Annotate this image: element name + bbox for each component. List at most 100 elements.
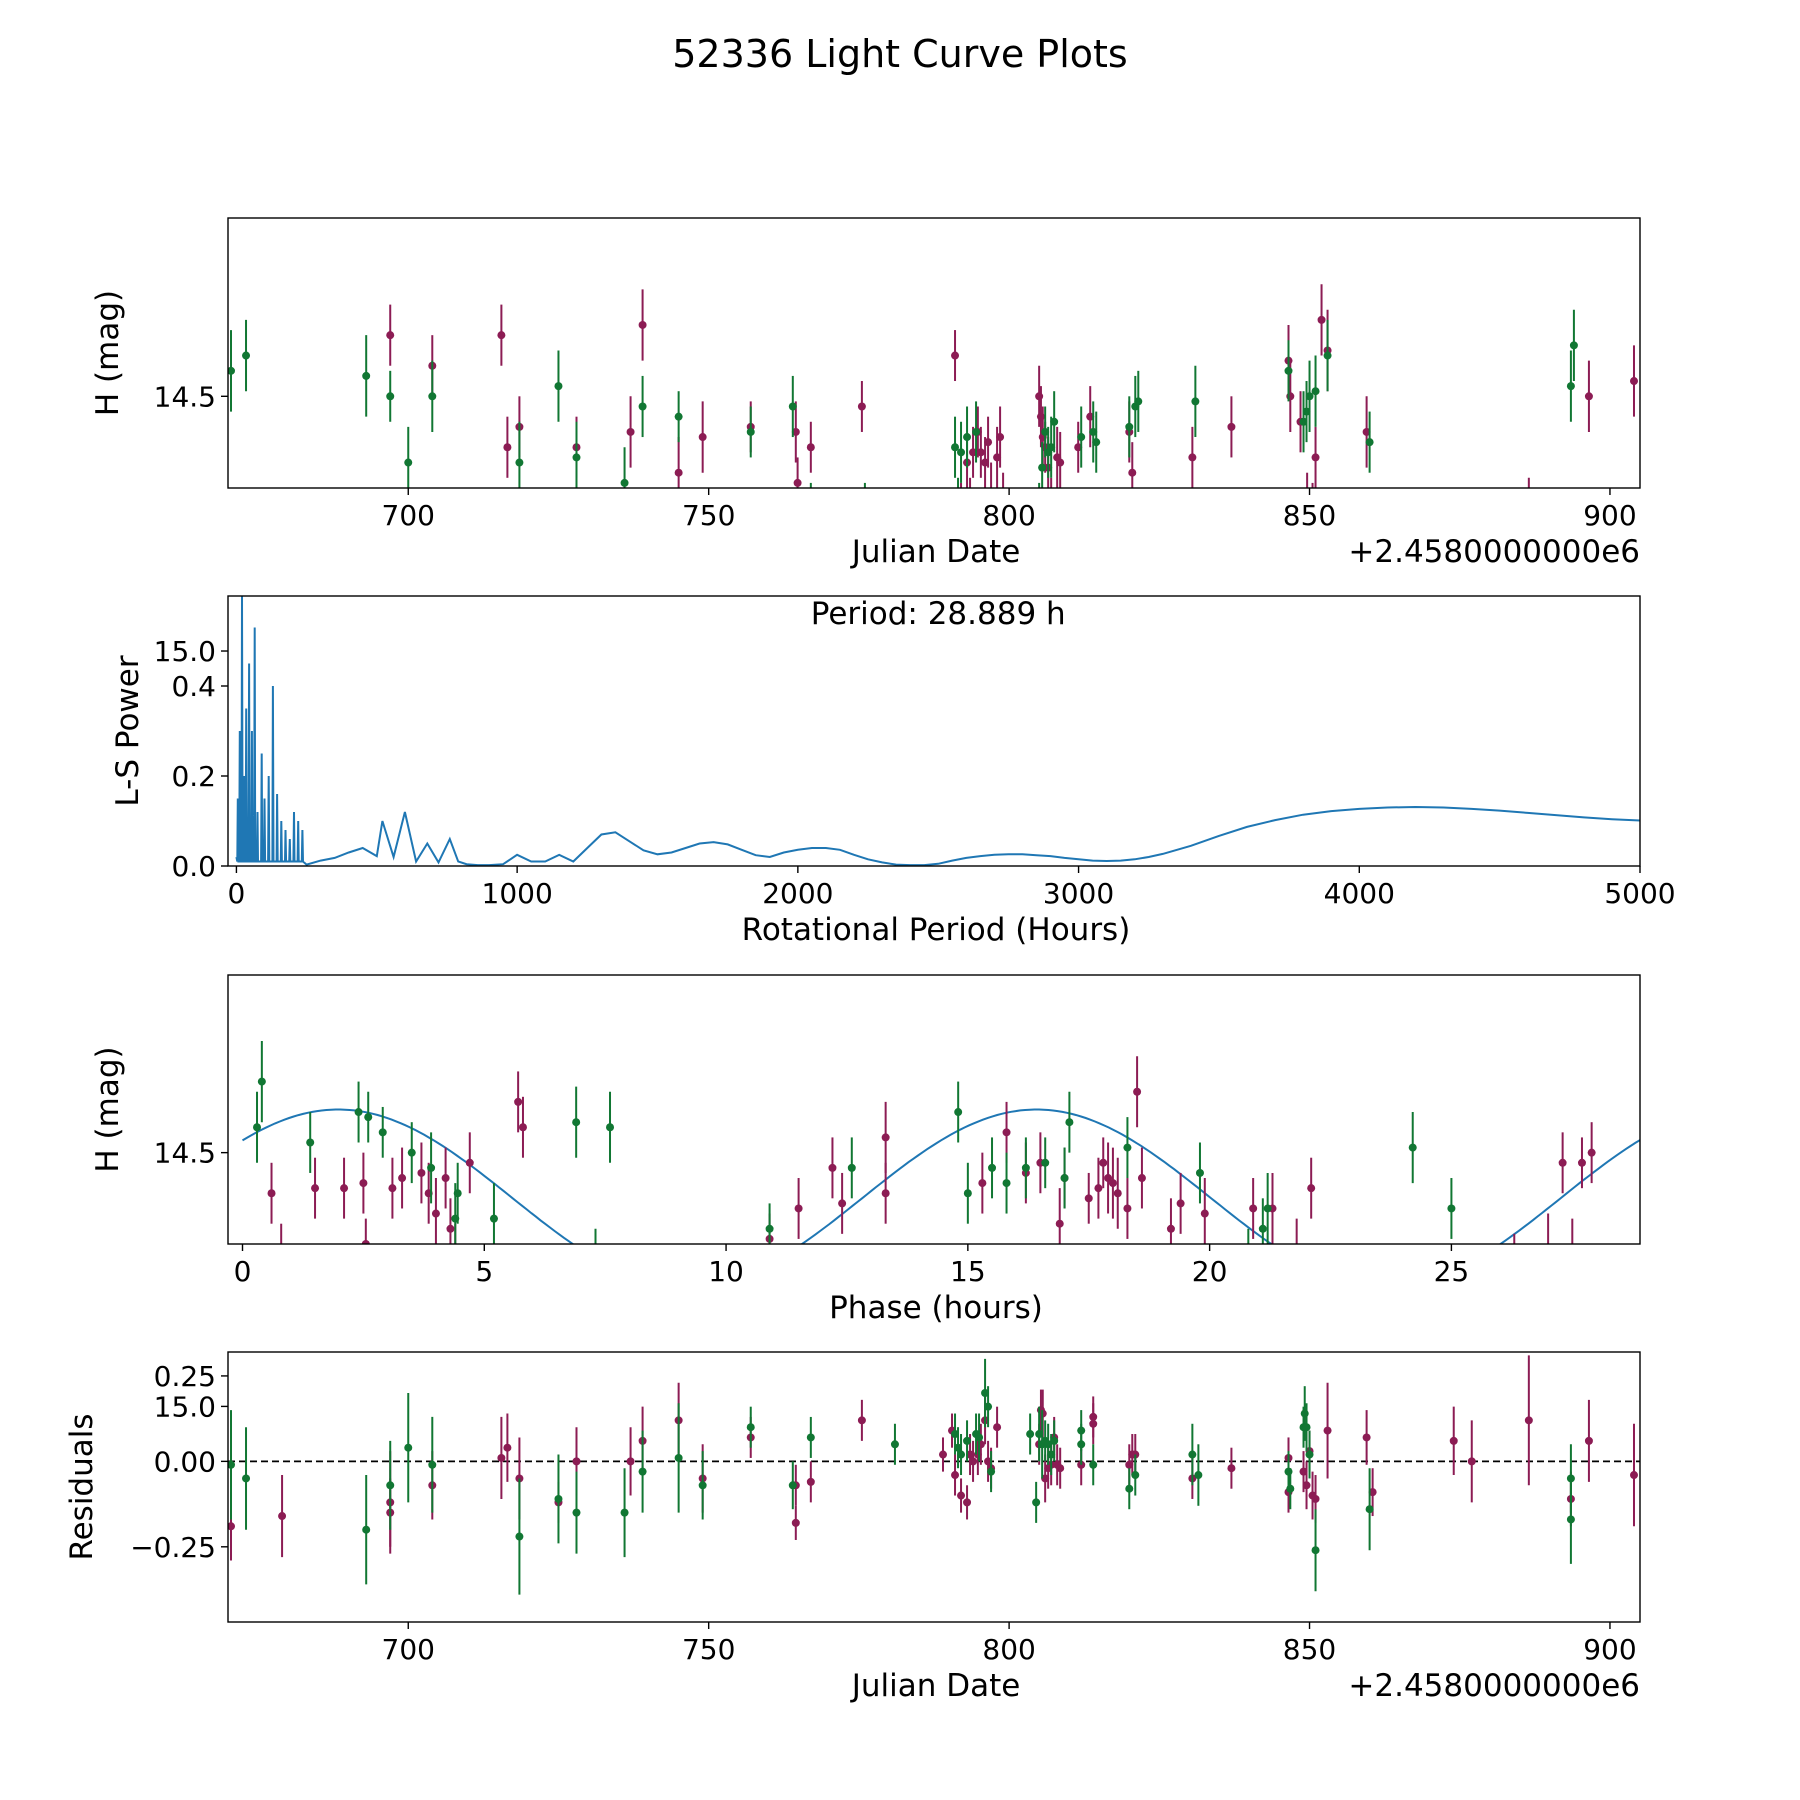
- y-tick-label: 0.4: [171, 670, 216, 703]
- green-point: [572, 453, 581, 462]
- y-tick-label: 15.0: [154, 635, 216, 668]
- green-point: [954, 1443, 963, 1452]
- green-point: [362, 1525, 371, 1534]
- maroon-point: [732, 1311, 740, 1319]
- maroon-point: [1249, 1204, 1258, 1213]
- maroon-point: [1050, 509, 1058, 517]
- maroon-point: [993, 453, 1002, 462]
- maroon-point: [1449, 1436, 1458, 1445]
- green-point: [1134, 397, 1143, 406]
- maroon-point: [572, 1457, 581, 1466]
- maroon-point: [1176, 1199, 1185, 1208]
- x-tick-label: 900: [1583, 499, 1636, 532]
- phase-frame: [227, 974, 1641, 1245]
- green-point: [620, 478, 629, 487]
- offset-text: +2.4580000000e6: [1348, 534, 1640, 570]
- green-point: [1566, 382, 1575, 391]
- green-point: [354, 1108, 363, 1117]
- maroon-point: [1362, 1433, 1371, 1442]
- green-point: [407, 1148, 416, 1157]
- green-point: [404, 1443, 413, 1452]
- maroon-point: [1302, 1286, 1310, 1294]
- maroon-point: [645, 1336, 653, 1344]
- green-point: [861, 504, 869, 512]
- green-point: [954, 499, 962, 507]
- green-point: [1365, 1505, 1374, 1514]
- maroon-point: [1099, 1158, 1108, 1167]
- maroon-point: [984, 1457, 993, 1466]
- x-tick-label: 25: [1434, 1255, 1470, 1288]
- green-point: [1131, 1471, 1140, 1480]
- maroon-point: [451, 1250, 459, 1258]
- maroon-point: [514, 1097, 523, 1106]
- green-point: [981, 1389, 990, 1398]
- panel-phased-curve: 0 5 10 15 20 25 15.0 14.5 Phase (hours) H (mag): [90, 974, 1641, 1423]
- maroon-point: [1510, 1260, 1518, 1268]
- maroon-point: [465, 1158, 474, 1167]
- maroon-point: [1108, 1179, 1117, 1188]
- green-point: [1302, 407, 1311, 416]
- green-point: [1569, 341, 1578, 350]
- green-point: [1408, 1143, 1417, 1152]
- maroon-point: [1356, 1291, 1364, 1299]
- maroon-point: [277, 1245, 285, 1253]
- maroon-point: [1200, 1209, 1209, 1218]
- maroon-point: [1055, 1219, 1064, 1228]
- resid-plot-area: [228, 1355, 1640, 1595]
- maroon-point: [1302, 1481, 1311, 1490]
- green-point: [746, 1423, 755, 1432]
- maroon-point: [969, 1457, 978, 1466]
- maroon-point: [1587, 1148, 1596, 1157]
- maroon-point: [340, 1184, 349, 1193]
- green-point: [963, 1189, 972, 1198]
- maroon-point: [674, 468, 683, 477]
- x-tick-label: 700: [382, 1633, 435, 1666]
- green-point: [1194, 1471, 1203, 1480]
- maroon-point: [857, 402, 866, 411]
- offset-text: +2.4580000000e6: [1348, 1668, 1640, 1704]
- y-tick-label: 0.2: [171, 760, 216, 793]
- green-point: [1305, 392, 1314, 401]
- green-point: [489, 1214, 498, 1223]
- green-point: [698, 1481, 707, 1490]
- green-point: [1188, 1450, 1197, 1459]
- green-point: [1195, 1168, 1204, 1177]
- green-point: [674, 1453, 683, 1462]
- maroon-point: [1525, 525, 1533, 533]
- x-tick-label: 3000: [1043, 877, 1114, 910]
- maroon-point: [626, 1457, 635, 1466]
- green-point: [788, 1481, 797, 1490]
- phase-y-axis-label: H (mag): [90, 1046, 126, 1172]
- maroon-point: [626, 427, 635, 436]
- x-tick-label: 850: [1283, 1633, 1336, 1666]
- maroon-point: [311, 1184, 320, 1193]
- maroon-point: [1327, 1291, 1335, 1299]
- maroon-point: [1128, 468, 1137, 477]
- green-point: [972, 427, 981, 436]
- maroon-point: [669, 1342, 677, 1350]
- green-point: [228, 366, 236, 375]
- maroon-point: [1418, 1342, 1426, 1350]
- maroon-point: [1311, 1494, 1320, 1503]
- maroon-point: [1629, 1471, 1638, 1480]
- phase-x-axis-label: Phase (hours): [829, 1290, 1043, 1326]
- maroon-point: [1323, 1426, 1332, 1435]
- maroon-point: [981, 458, 990, 467]
- green-point: [257, 1077, 266, 1086]
- green-point: [554, 382, 563, 391]
- green-point: [1035, 509, 1043, 517]
- green-point: [1123, 1143, 1132, 1152]
- maroon-point: [1041, 1474, 1050, 1483]
- maroon-point: [1577, 1158, 1586, 1167]
- x-tick-label: 5000: [1604, 877, 1675, 910]
- green-point: [688, 1286, 696, 1294]
- x-tick-label: 10: [708, 1255, 744, 1288]
- ls-y-axis-label: L-S Power: [110, 655, 146, 806]
- green-point: [1089, 427, 1098, 436]
- maroon-point: [431, 1209, 440, 1218]
- maroon-point: [625, 1326, 633, 1334]
- maroon-point: [1227, 1464, 1236, 1473]
- maroon-point: [987, 489, 995, 497]
- x-tick-label: 800: [982, 499, 1035, 532]
- maroon-point: [1123, 1204, 1132, 1213]
